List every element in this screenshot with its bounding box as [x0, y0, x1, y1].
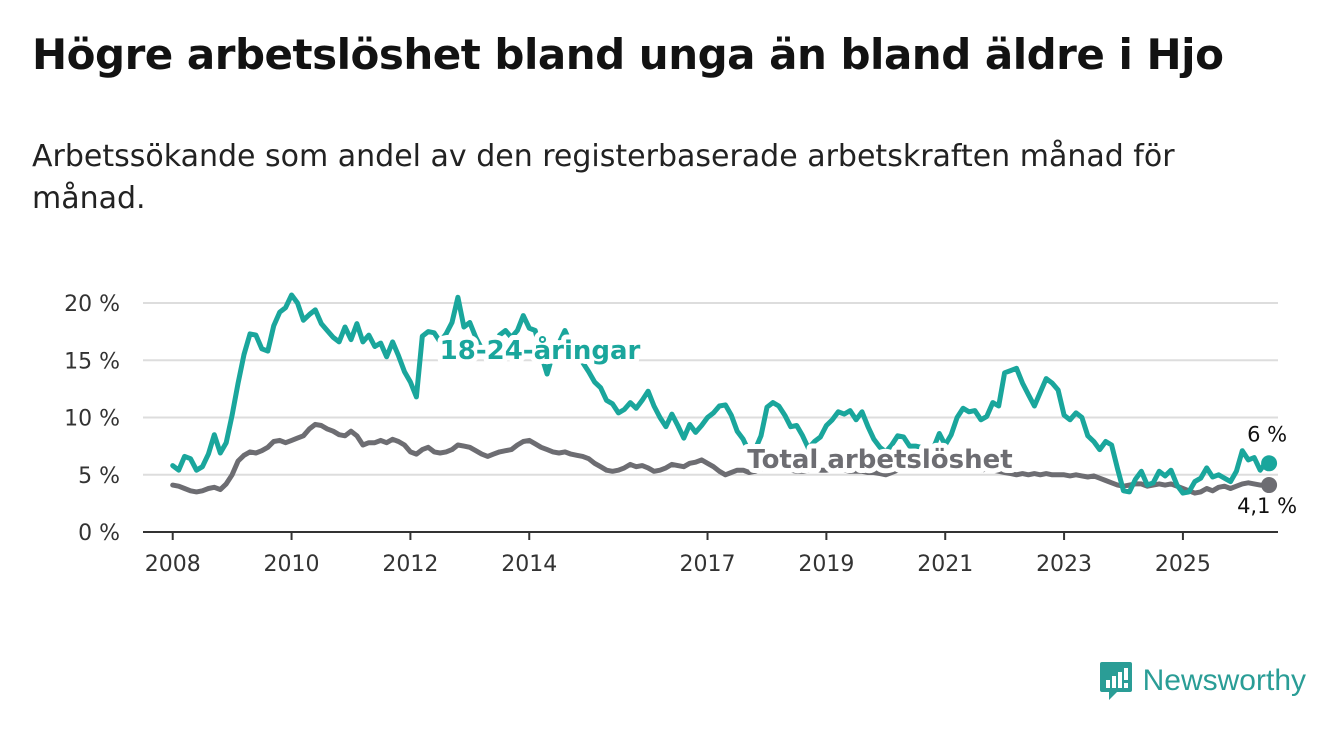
x-tick-label: 2021 [917, 552, 973, 577]
y-tick-label: 20 % [64, 292, 120, 317]
series-line-youth [170, 292, 1272, 496]
series-label-halo-total: Total arbetslöshet [747, 445, 1012, 475]
y-tick-label: 10 % [64, 407, 120, 432]
x-tick-label: 2010 [264, 552, 320, 577]
series-label-total: Total arbetslöshet [747, 445, 1012, 475]
newsworthy-logo-icon [1099, 662, 1132, 700]
y-tick-label: 5 % [78, 464, 120, 489]
series-label-youth: 18-24-åringar [440, 334, 641, 366]
y-tick-label: 15 % [64, 349, 120, 374]
x-tick-label: 2008 [145, 552, 201, 577]
end-point-total [1261, 477, 1278, 494]
x-tick-label: 2012 [382, 552, 438, 577]
x-tick-label: 2025 [1155, 552, 1211, 577]
x-tick-label: 2023 [1036, 552, 1092, 577]
brand-logo: Newsworthy [1099, 660, 1306, 702]
chart-subtitle: Arbetssökande som andel av den registerb… [32, 139, 1175, 216]
y-tick-label: 0 % [78, 521, 120, 546]
x-tick-label: 2017 [680, 552, 736, 577]
brand-name: Newsworthy [1142, 664, 1306, 697]
end-point-youth [1261, 455, 1278, 472]
chart-title: Högre arbetslöshet bland unga än bland ä… [32, 30, 1224, 79]
x-tick-label: 2014 [501, 552, 557, 577]
series-line-total [170, 421, 1272, 496]
end-label-youth: 6 % [1247, 422, 1287, 446]
x-tick-label: 2019 [798, 552, 854, 577]
end-label-total: 4,1 % [1237, 494, 1297, 518]
series-label-halo-youth: 18-24-åringar [440, 334, 641, 366]
